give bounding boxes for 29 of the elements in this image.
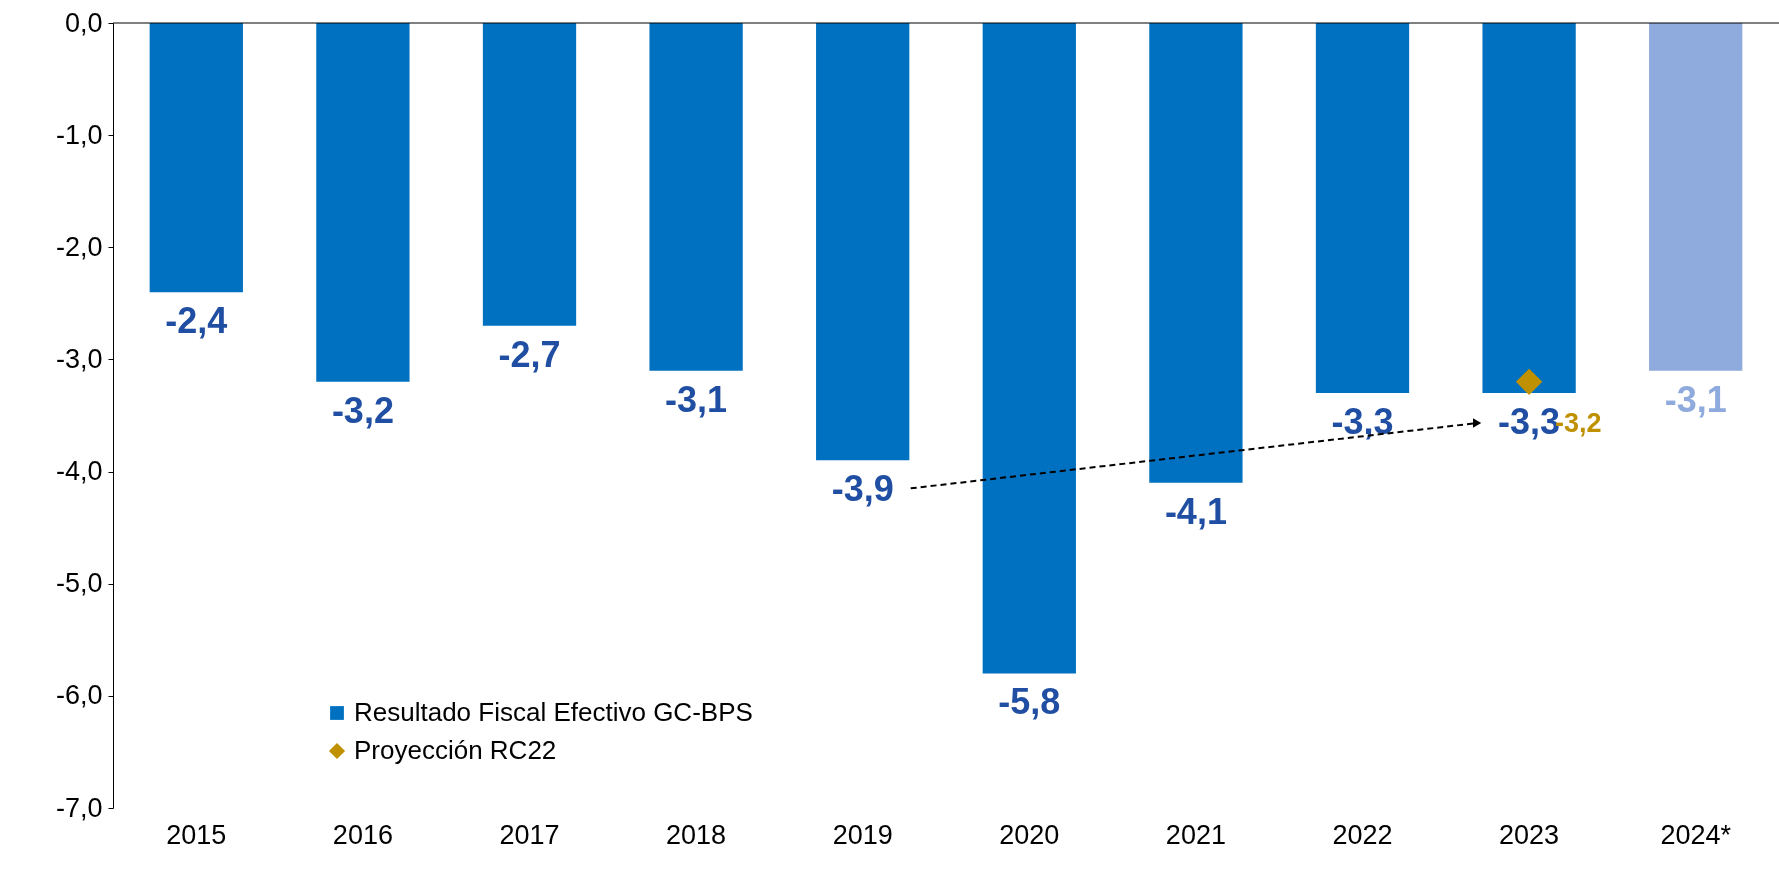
y-tick-label: -6,0 <box>55 680 103 711</box>
data-label: -5,8 <box>998 681 1061 723</box>
y-tick-label: -5,0 <box>55 568 103 599</box>
x-tick-label: 2017 <box>499 819 560 850</box>
x-tick-label: 2015 <box>166 819 227 850</box>
data-label: -3,1 <box>665 378 728 420</box>
y-tick-label: -3,0 <box>55 343 103 374</box>
y-tick-label: -2,0 <box>55 231 103 262</box>
x-tick-label: 2019 <box>832 819 893 850</box>
x-tick-label: 2021 <box>1165 819 1226 850</box>
legend-label: Proyección RC22 <box>354 735 557 765</box>
y-tick-label: -7,0 <box>55 792 103 823</box>
x-tick-label: 2016 <box>332 819 393 850</box>
x-tick-label: 2020 <box>999 819 1060 850</box>
x-tick-label: 2018 <box>666 819 727 850</box>
data-label: -4,1 <box>1164 490 1227 532</box>
x-tick-label: 2023 <box>1499 819 1560 850</box>
x-tick-label: 2024* <box>1660 819 1732 850</box>
data-label: -2,7 <box>498 333 561 375</box>
data-label: -3,9 <box>831 468 894 510</box>
legend-label: Resultado Fiscal Efectivo GC-BPS <box>354 697 753 727</box>
data-label: -3,1 <box>1664 378 1727 420</box>
data-label: -3,2 <box>331 389 394 431</box>
data-label: -3,3 <box>1331 401 1394 443</box>
x-tick-label: 2022 <box>1332 819 1393 850</box>
y-tick-label: -4,0 <box>55 456 103 487</box>
data-label: -2,4 <box>165 300 228 342</box>
y-tick-label: -1,0 <box>55 119 103 150</box>
y-tick-label: 0,0 <box>64 7 103 38</box>
